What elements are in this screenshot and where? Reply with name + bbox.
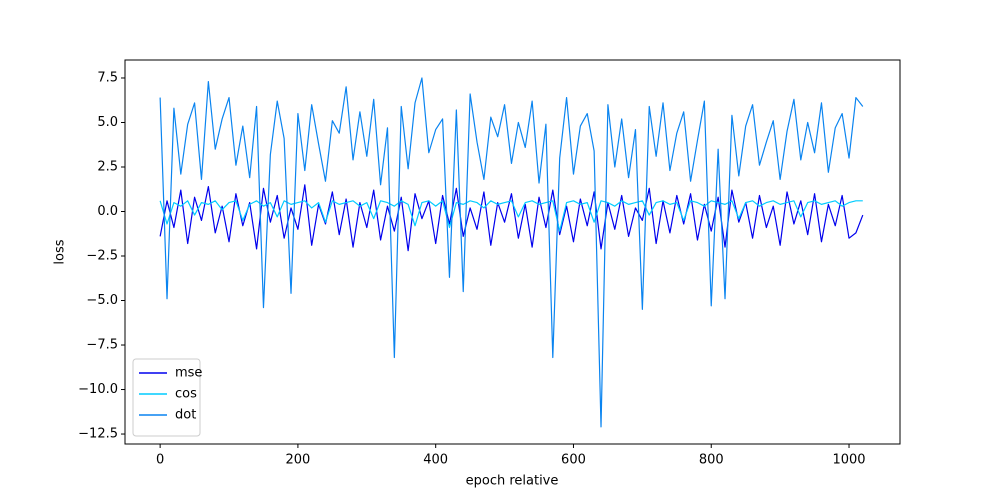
line-series: [159, 200, 863, 232]
legend-label: cos: [175, 387, 197, 402]
x-tick-label: 800: [699, 453, 724, 468]
line-series: [159, 184, 864, 252]
x-tick-label: 200: [285, 453, 310, 468]
legend-label: dot: [175, 408, 196, 423]
y-tick-label: −5.0: [86, 293, 118, 308]
y-tick-label: −10.0: [78, 382, 118, 397]
y-tick-label: 7.5: [97, 70, 118, 85]
y-tick-label: 2.5: [97, 159, 118, 174]
y-tick-label: −12.5: [78, 427, 118, 442]
plot-frame: [124, 59, 901, 445]
y-tick-label: 0.0: [97, 204, 118, 219]
y-axis-label: loss: [53, 239, 68, 264]
legend-label: mse: [175, 366, 202, 381]
y-tick-label: −7.5: [86, 338, 118, 353]
x-tick-label: 1000: [832, 453, 865, 468]
legend: mse cos dot: [132, 358, 202, 437]
line-series: [159, 77, 864, 428]
x-tick-label: 600: [561, 453, 586, 468]
y-tick-label: −2.5: [86, 249, 118, 264]
x-axis-label: epoch relative: [466, 474, 559, 489]
y-tick-label: 5.0: [97, 115, 118, 130]
x-tick-label: 400: [423, 453, 448, 468]
legend-box: [132, 358, 201, 437]
x-tick-label: 0: [156, 453, 164, 468]
